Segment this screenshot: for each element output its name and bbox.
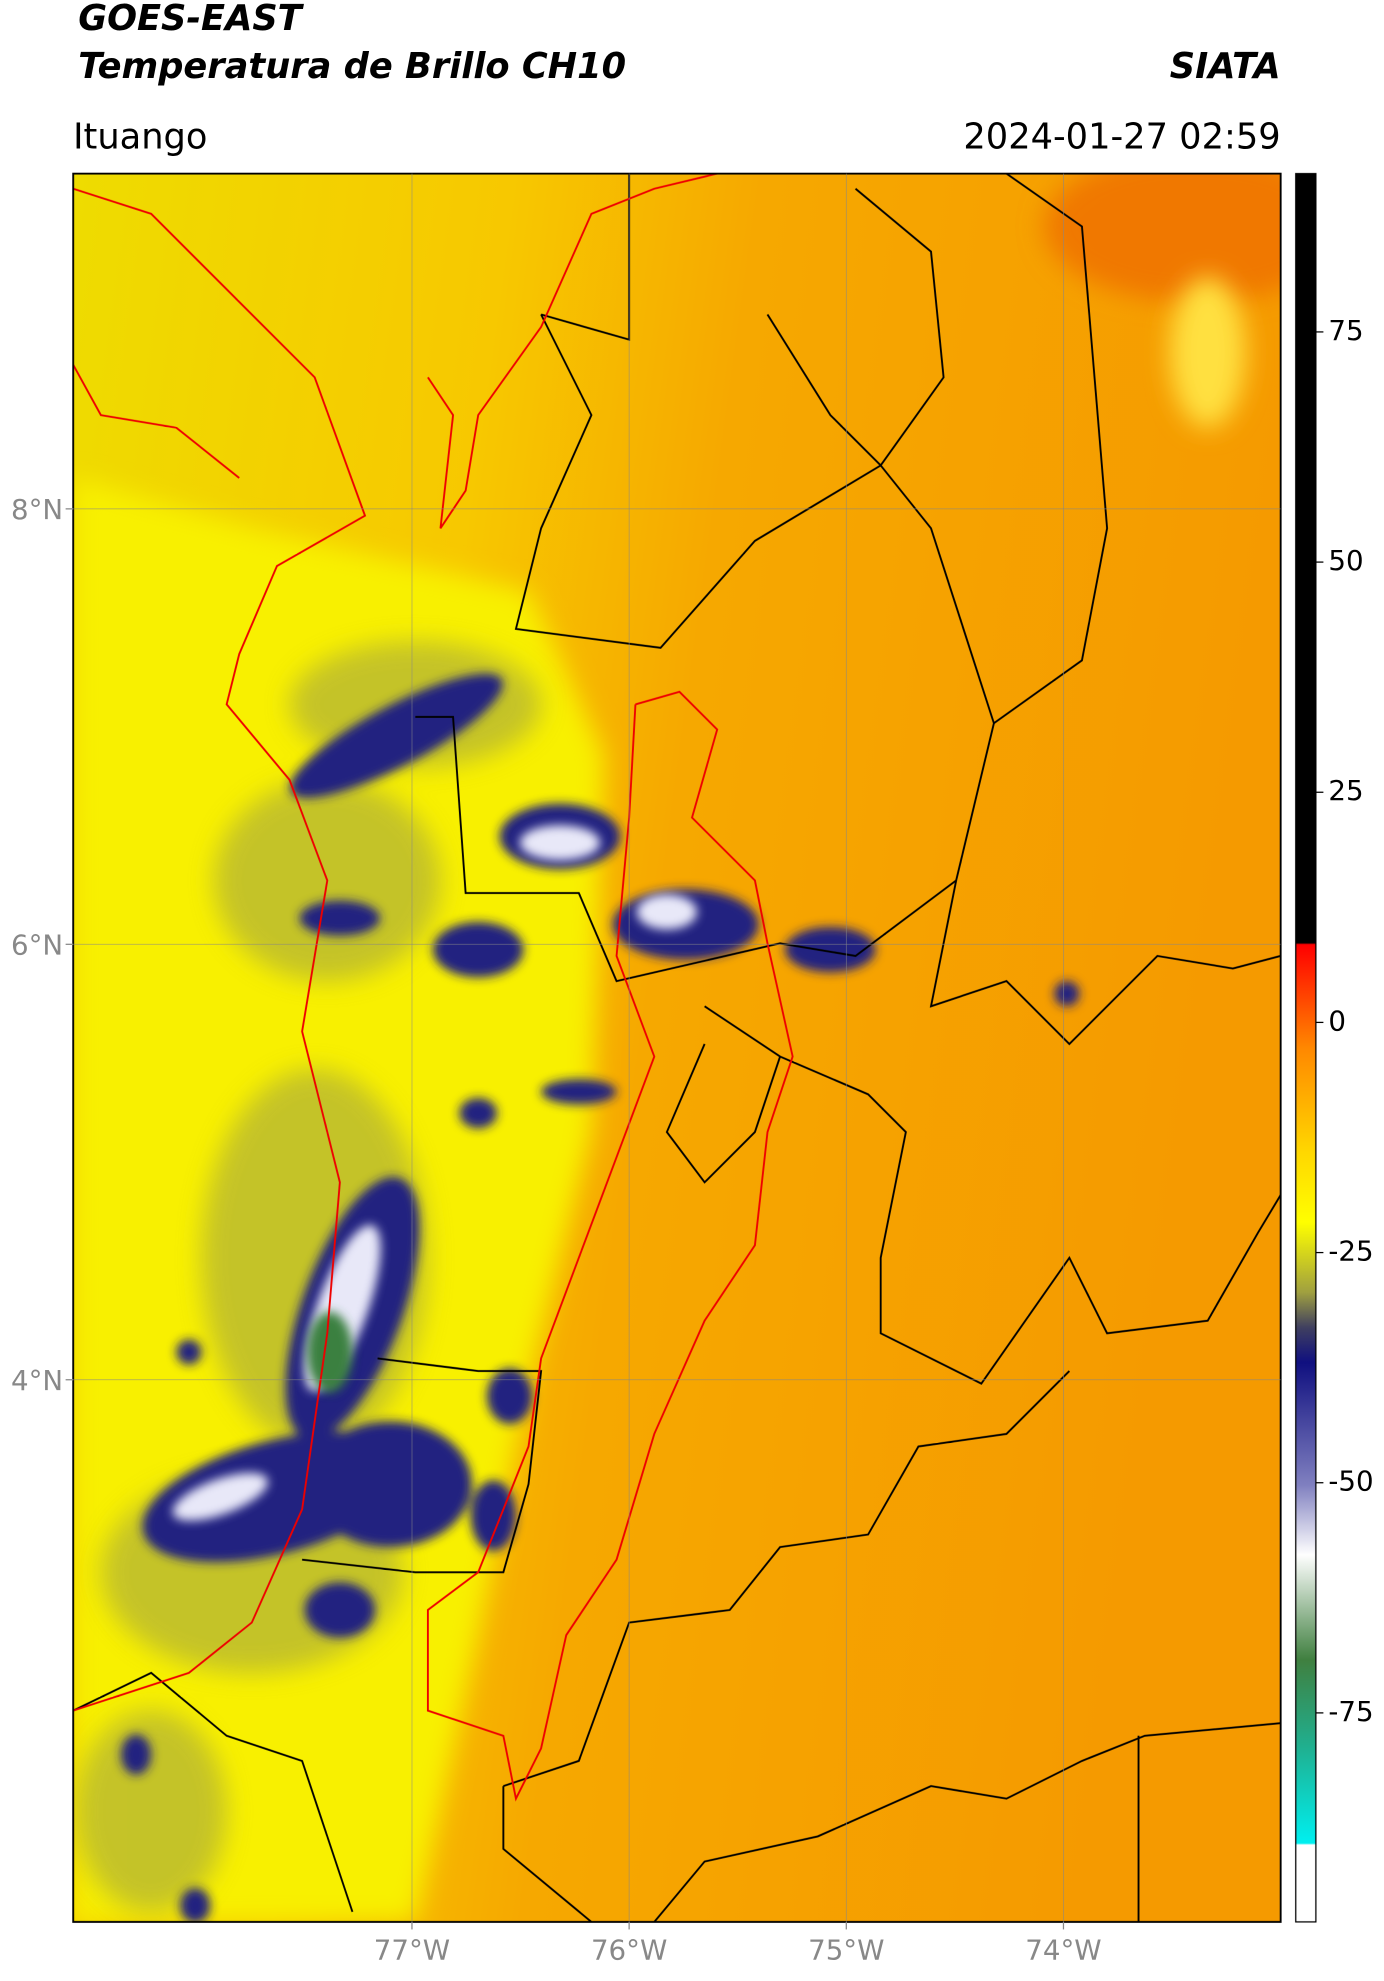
colorbar-tick-label: -50 — [1328, 1465, 1373, 1498]
colorbar-tick-label: -75 — [1328, 1695, 1373, 1728]
title: GOES-EAST — [78, 0, 304, 39]
location: Ituango — [73, 116, 207, 157]
colorbar-tick-label: 0 — [1328, 1004, 1346, 1037]
subtitle: Temperatura de Brillo CH10 — [78, 46, 626, 87]
y-tick-label: 6°N — [11, 928, 63, 961]
map-frame — [72, 172, 1282, 1923]
x-tick-label: 76°W — [591, 1934, 667, 1967]
x-tick-label: 77°W — [374, 1934, 450, 1967]
colorbar-tick-label: 50 — [1328, 544, 1363, 577]
colorbar-tick-label: 75 — [1328, 314, 1363, 347]
datetime: 2024-01-27 02:59 — [963, 116, 1280, 157]
source: SIATA — [1170, 46, 1281, 87]
colorbar-tick-label: -25 — [1328, 1235, 1373, 1268]
map-image — [73, 173, 1281, 1922]
x-tick-label: 75°W — [808, 1934, 884, 1967]
colorbar-tick-label: 25 — [1328, 774, 1363, 807]
colorbar — [1295, 172, 1317, 1923]
x-tick-label: 74°W — [1025, 1934, 1101, 1967]
y-tick-label: 4°N — [11, 1364, 63, 1397]
y-tick-label: 8°N — [11, 493, 63, 526]
